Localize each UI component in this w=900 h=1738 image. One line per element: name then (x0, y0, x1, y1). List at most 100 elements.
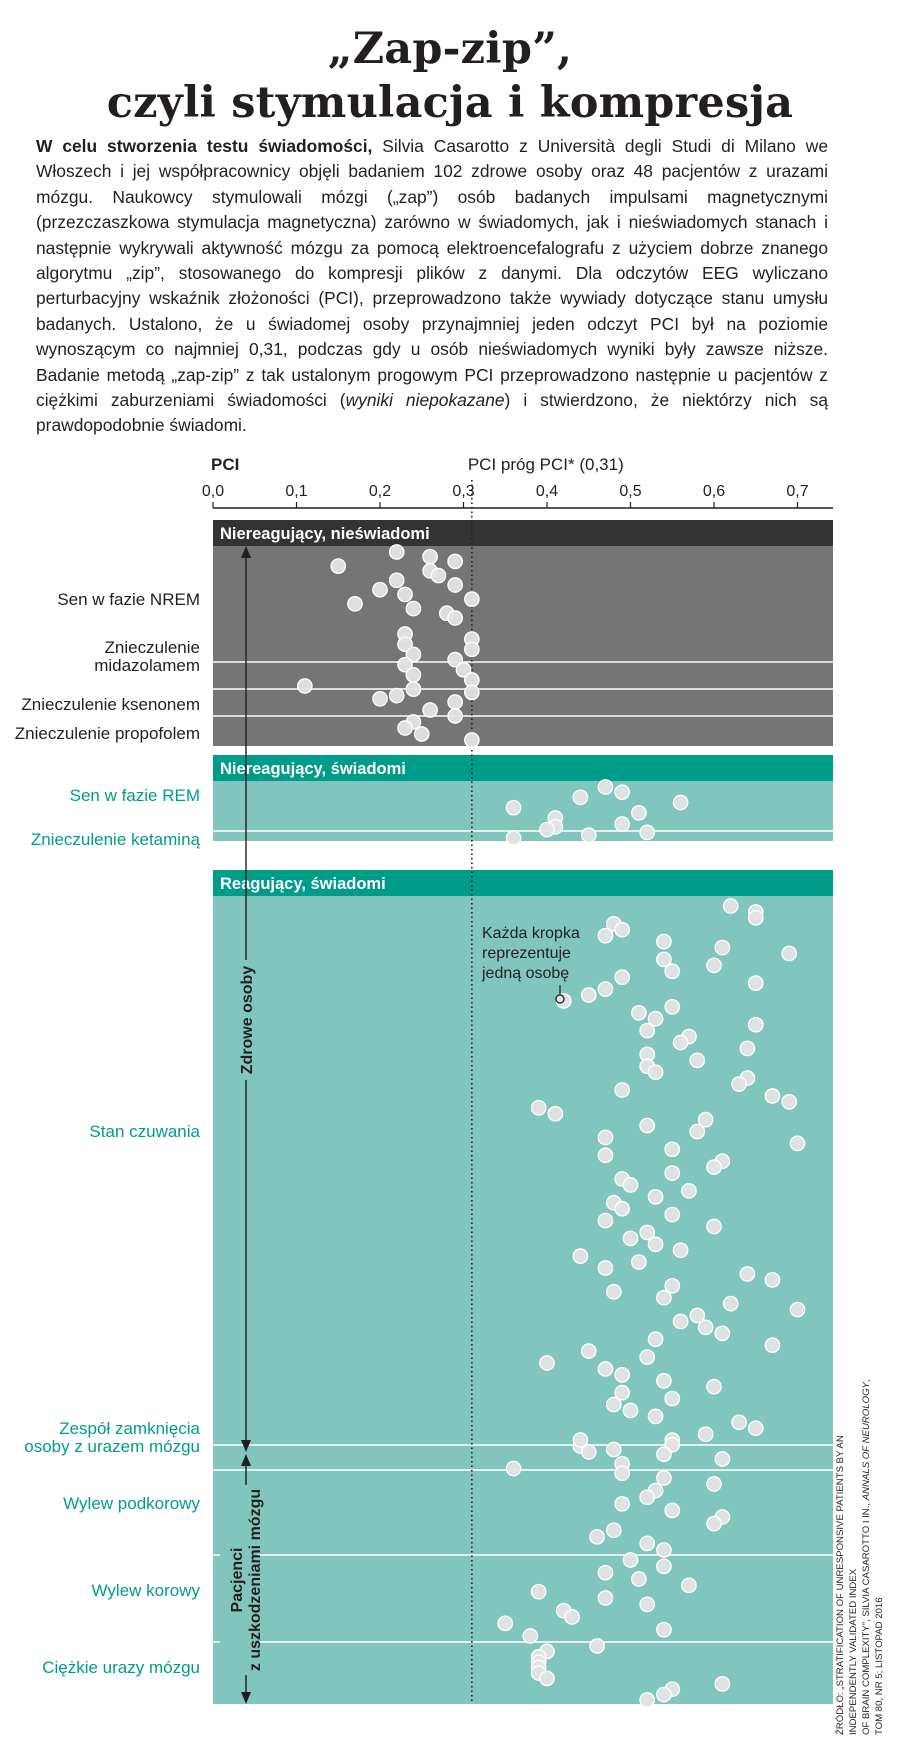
data-point (647, 1331, 664, 1348)
data-point (589, 1528, 605, 1545)
data-point (664, 999, 681, 1015)
data-point (597, 779, 614, 795)
data-point (622, 1177, 639, 1193)
data-point (614, 1200, 631, 1217)
condition-label: Stan czuwania (89, 1122, 200, 1141)
data-point (497, 1615, 514, 1632)
data-point (614, 784, 631, 801)
data-point (722, 898, 739, 914)
data-point (447, 708, 463, 724)
x-tick-label: 0,2 (369, 483, 391, 500)
data-point (739, 1266, 756, 1282)
data-point (572, 1248, 589, 1265)
data-point (614, 1384, 631, 1401)
data-point (664, 1141, 681, 1158)
data-point (639, 1489, 656, 1506)
data-point (672, 1034, 689, 1051)
x-tick-label: 0,3 (452, 483, 474, 500)
intro-body: Silvia Casarotto z Università degli Stud… (36, 136, 828, 411)
group-header (213, 755, 833, 781)
data-point (572, 789, 589, 806)
data-point (397, 636, 413, 653)
data-point (647, 1236, 664, 1253)
data-point (672, 794, 689, 811)
condition-label: Znieczulenie ketaminą (31, 830, 201, 849)
data-point (630, 1254, 647, 1270)
data-point (447, 553, 463, 570)
data-point (706, 1159, 722, 1175)
intro-tail: ) i stwierdzono, że niektórzy nich są pr… (36, 390, 828, 436)
data-point (639, 1349, 656, 1365)
x-axis: PCI 0,0 0,1 0,2 0,3 0,4 0,5 0,6 0,7 PCI próg PCI*… (202, 455, 833, 509)
data-point (656, 1372, 672, 1389)
data-point (747, 1420, 764, 1437)
data-point (664, 1390, 681, 1407)
data-point (647, 1064, 664, 1081)
data-point (622, 1230, 639, 1247)
bracket-label-bg (234, 960, 258, 1080)
data-point (706, 957, 722, 974)
data-point (622, 1552, 639, 1568)
intro-lead: W celu stworzenia testu świadomości, (36, 136, 373, 156)
data-point (580, 827, 597, 844)
group-panel (213, 546, 833, 746)
data-point (597, 1564, 614, 1581)
data-point (639, 1692, 656, 1708)
data-point (405, 667, 422, 683)
data-point (530, 1583, 547, 1600)
group-panels: Niereagujący, nieświadomi Niereagujący, ś… (213, 520, 833, 1704)
data-point (630, 1571, 647, 1587)
data-point (672, 1313, 689, 1330)
data-point (597, 927, 614, 944)
bracket-arrow-down (241, 1692, 251, 1704)
condition-label: Sen w fazie REM (70, 786, 200, 805)
data-point (614, 816, 631, 832)
data-point (530, 1099, 547, 1116)
data-point (572, 1432, 589, 1448)
data-point (430, 567, 447, 584)
group-header-label: Reagujący, świadomi (220, 875, 386, 893)
data-point (706, 1476, 722, 1492)
annotation-bg (478, 920, 590, 986)
data-point (614, 969, 631, 986)
data-point (672, 1242, 689, 1259)
data-point (656, 1542, 672, 1558)
condition-labels: Sen w fazie NREM Znieczulenie midazolamem Z… (15, 590, 201, 1677)
condition-label: Ciężkie urazy mózgu (42, 1658, 200, 1677)
brackets: Zdrowe osoby Pacjenciz uszkodzeniami mózg… (220, 546, 264, 1704)
data-point (664, 1165, 681, 1181)
x-tick-label: 0,6 (703, 483, 725, 500)
data-point (630, 804, 647, 821)
data-point (747, 975, 764, 992)
x-tick-label: 0,7 (786, 483, 808, 500)
data-point (714, 1325, 731, 1342)
data-point (463, 641, 480, 658)
data-point (447, 610, 463, 626)
bracket-label-patients: Pacjenciz uszkodzeniami mózgu (229, 1489, 264, 1671)
data-point (388, 544, 405, 560)
annotation-marker (555, 994, 565, 1004)
data-point (706, 1378, 722, 1395)
data-point (605, 1522, 622, 1539)
data-point (580, 1444, 597, 1460)
intro-italic: wyniki niepokazane (345, 390, 505, 411)
data-point (722, 1295, 739, 1312)
data-point (689, 1123, 706, 1140)
data-point (372, 690, 388, 707)
condition-label: Wylew korowy (92, 1581, 201, 1600)
data-point (539, 1670, 555, 1687)
data-point (639, 1535, 656, 1552)
data-point (781, 945, 798, 962)
group-header (213, 870, 833, 896)
data-point (564, 1609, 580, 1625)
x-axis-title: PCI (211, 455, 239, 474)
data-point (397, 656, 413, 673)
x-tick-label: 0,5 (619, 483, 641, 500)
data-point (597, 1260, 614, 1276)
data-point (639, 1022, 656, 1039)
data-point (505, 1460, 522, 1477)
data-point (330, 558, 347, 574)
data-point (656, 1446, 672, 1463)
group-panel (213, 896, 833, 1704)
data-point (639, 1596, 656, 1613)
